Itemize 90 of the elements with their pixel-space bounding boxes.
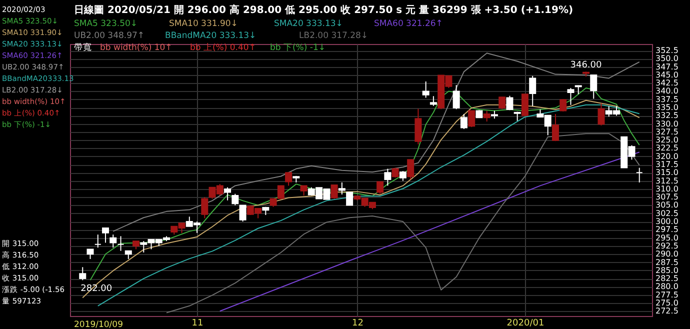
candlestick (598, 102, 605, 126)
y-tick-label: 287.5 (656, 258, 678, 267)
candlestick (430, 96, 437, 106)
candlestick (86, 248, 94, 260)
text: SMA5 323.50↓ (74, 19, 138, 29)
y-tick-label: 275.0 (656, 298, 678, 308)
text: SMA60 321.26↑ (374, 19, 443, 29)
text: UB2.00 348.97↑ (74, 31, 145, 41)
annotation: 346.00 (570, 60, 602, 71)
y-tick-label: 330.0 (656, 119, 678, 128)
y-tick-label: 280.0 (656, 282, 678, 292)
candlestick (94, 234, 102, 248)
y-tick-label: 282.5 (656, 274, 678, 284)
y-tick-label: 342.5 (656, 78, 678, 88)
candlestick (407, 159, 414, 180)
y-tick-label: 315.0 (656, 168, 678, 178)
y-tick-label: 310.0 (656, 184, 678, 194)
candlestick (300, 185, 308, 196)
candlestick (590, 74, 598, 100)
candlestick (338, 182, 346, 195)
y-tick-label: 307.5 (656, 192, 678, 202)
y-tick-label: 327.5 (656, 127, 678, 136)
line-series (219, 152, 640, 312)
y-tick-label: 325.0 (656, 136, 678, 145)
line-series (112, 52, 640, 232)
x-tick-label: 2020/01 (506, 318, 544, 328)
candlestick (560, 98, 567, 112)
candlestick (117, 236, 124, 252)
candlestick (521, 94, 528, 117)
y-tick-label: 292.5 (656, 241, 678, 250)
candlestick (460, 114, 468, 130)
candlestick (102, 228, 110, 244)
candlestick (239, 204, 246, 222)
annotation: bb 上(%) 0.40↑ (190, 42, 256, 53)
text: 2019/10/09 (74, 320, 123, 329)
text: BBandMA20 333.13↓ (165, 31, 256, 41)
candlestick (79, 266, 86, 281)
candlestick (285, 172, 292, 186)
y-tick-label: 300.0 (656, 217, 678, 226)
candlestick (422, 80, 430, 98)
candlestick (201, 196, 208, 219)
y-tick-label: 320.0 (656, 152, 678, 161)
candlestick (110, 234, 117, 248)
y-tick-label: 295.0 (656, 233, 678, 242)
y-tick-label: 302.5 (656, 208, 678, 218)
y-tick-label: 345.0 (656, 70, 678, 80)
candlestick (414, 108, 422, 145)
y-tick-label: 285.0 (656, 266, 678, 275)
y-tick-label: 335.0 (656, 103, 678, 112)
candlestick (232, 193, 239, 206)
y-tick-label: 352.5 (656, 46, 678, 56)
y-tick-label: 332.5 (656, 111, 678, 120)
y-tick-label: 297.5 (656, 225, 678, 234)
candlestick (483, 110, 490, 122)
y-tick-label: 277.5 (656, 290, 678, 300)
y-tick-label: 322.5 (656, 144, 678, 153)
candlestick (384, 168, 392, 186)
y-tick-label: 312.5 (656, 176, 678, 186)
y-tick-label: 337.5 (656, 94, 678, 104)
line-series (166, 133, 640, 314)
y-tick-label: 347.5 (656, 62, 678, 72)
x-tick-label: 12 (352, 318, 364, 328)
candlestick (498, 96, 506, 110)
x-tick-label: 11 (192, 318, 204, 328)
chart-title: 日線圖 2020/05/21 開 296.00 高 298.00 低 295.00 收 297.50 s 元 量 36299 張 +3.50 (+1.19%) (74, 4, 574, 16)
text: LB2.00 317.28↓ (299, 31, 368, 41)
candlestick (506, 95, 514, 111)
annotation: bb 下(%) -1↓ (270, 43, 326, 53)
y-tick-label: 350.0 (656, 54, 678, 64)
candlestick (224, 186, 232, 201)
annotation: bb width(%) 10↑ (100, 43, 172, 53)
y-tick-label: 290.0 (656, 250, 678, 259)
candlestick (552, 114, 559, 142)
candlestick (529, 75, 536, 107)
candlestick (452, 84, 460, 110)
candlestick (399, 170, 406, 182)
candlestick (330, 184, 338, 200)
candlestick (636, 167, 643, 183)
candlestick (567, 87, 574, 106)
candlestick (376, 181, 384, 194)
candlestick (468, 110, 476, 128)
text: SMA20 333.13↓ (274, 19, 343, 29)
y-tick-label: 305.0 (656, 200, 678, 210)
candlestick (392, 167, 399, 178)
candlestick (346, 192, 354, 206)
y-tick-label: 317.5 (656, 160, 678, 170)
y-tick-label: 340.0 (656, 86, 678, 96)
text: SMA10 331.90↓ (169, 19, 238, 29)
y-tick-label: 272.5 (656, 306, 678, 316)
annotation: 帶寬 (74, 42, 92, 53)
